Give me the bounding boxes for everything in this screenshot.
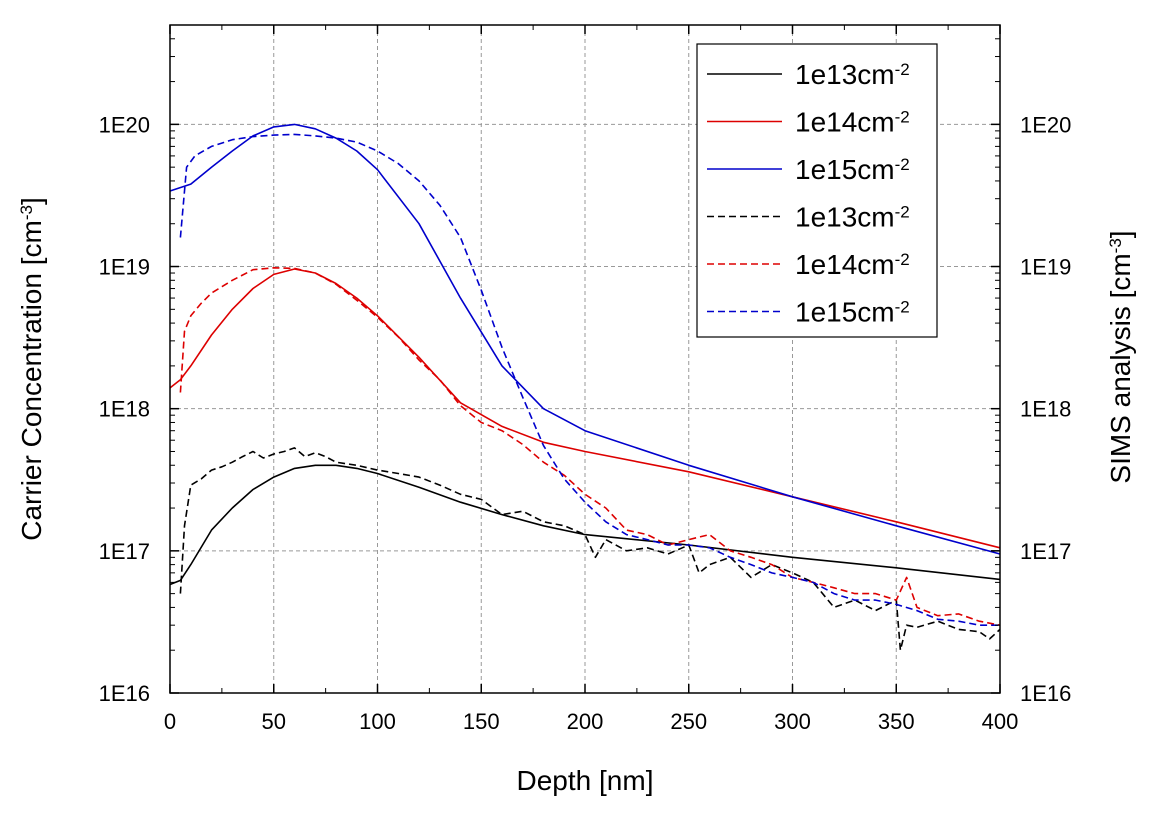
legend-label-6: 1e15cm-2	[795, 297, 910, 328]
grid	[170, 25, 1000, 693]
legend-box	[696, 43, 938, 338]
y-tick-label-left: 1E16	[99, 681, 150, 706]
x-tick-label: 50	[262, 709, 286, 734]
x-tick-label: 150	[463, 709, 500, 734]
y-tick-label-right: 1E19	[1020, 255, 1071, 280]
y-tick-label-left: 1E20	[99, 112, 150, 137]
series-line-5-dashed	[179, 267, 1001, 626]
x-tick-label: 0	[164, 709, 176, 734]
legend-label-4: 1e13cm-2	[795, 202, 910, 233]
x-tick-label: 350	[878, 709, 915, 734]
x-tick-label: 300	[774, 709, 811, 734]
y-tick-label-right: 1E18	[1020, 397, 1071, 422]
y-tick-label-left: 1E18	[99, 397, 150, 422]
series-line-4-dashed	[179, 447, 1001, 651]
legend-label-5: 1e14cm-2	[795, 249, 910, 280]
y-tick-label-left: 1E19	[99, 255, 150, 280]
legend: 1e13cm-2 1e14cm-2 1e15cm-2 1e13cm-2 1e14cm-2…	[696, 43, 938, 338]
series-group	[169, 123, 1001, 651]
y-tick-label-right: 1E20	[1020, 112, 1071, 137]
legend-label-3: 1e15cm-2	[795, 154, 910, 185]
x-axis-title: Depth [nm]	[517, 765, 654, 796]
series-line-6-dashed	[179, 133, 1000, 626]
y-axis-title-right: SIMS analysis [cm-3]	[1105, 230, 1136, 483]
x-tick-label: 100	[359, 709, 396, 734]
y-tick-label-right: 1E16	[1020, 681, 1071, 706]
legend-label-1: 1e13cm-2	[795, 59, 910, 90]
series-line-3-solid	[169, 123, 1001, 555]
legend-label-2: 1e14cm-2	[795, 107, 910, 138]
x-tick-label: 250	[670, 709, 707, 734]
y-tick-label-right: 1E17	[1020, 539, 1071, 564]
x-tick-label: 400	[982, 709, 1019, 734]
axis-ticks	[169, 25, 1001, 694]
y-tick-label-left: 1E17	[99, 539, 150, 564]
x-tick-label: 200	[567, 709, 604, 734]
y-axis-title-left: Carrier Concentration [cm-3]	[16, 197, 47, 540]
series-line-2-solid	[169, 268, 1001, 549]
